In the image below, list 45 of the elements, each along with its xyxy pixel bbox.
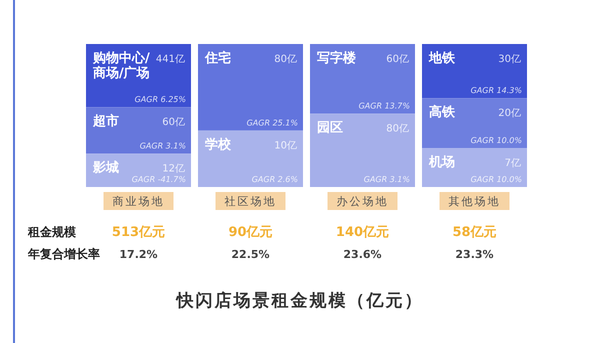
text: 办公场地 (336, 195, 388, 208)
text: 社区场地 (224, 195, 276, 208)
text: 商业场地 (112, 195, 164, 208)
text: GAGR 3.1% (140, 142, 186, 151)
category-label: 高铁 (429, 104, 456, 120)
category-label: 影城 (92, 160, 119, 176)
text: GAGR 25.1% (246, 118, 298, 128)
data-label: 80亿 (386, 124, 409, 135)
text: GAGR 14.3% (470, 86, 522, 96)
text: 22.5% (231, 248, 270, 261)
category-label: 住宅 (204, 50, 231, 66)
text: 513亿元 (112, 225, 166, 240)
text: GAGR 3.1% (364, 175, 410, 184)
category-label: 购物中心/商场/广场 (92, 50, 150, 81)
data-label: 60亿 (162, 117, 185, 128)
text: GAGR 10.0% (470, 136, 522, 146)
text: GAGR 13.7% (358, 102, 410, 111)
text: 快闪店场景租金规模（亿元） (176, 291, 424, 311)
data-label: 441亿 (156, 54, 185, 65)
category-label: 超市 (92, 113, 119, 130)
category-label: 写字楼 (317, 50, 357, 66)
text: GAGR 6.25% (134, 95, 186, 104)
data-label: 7亿 (504, 158, 521, 170)
text: 23.3% (455, 248, 494, 261)
data-label: 12亿 (162, 164, 185, 175)
category-label: 机场 (428, 155, 455, 170)
text: 140亿元 (336, 225, 390, 240)
text: 90亿元 (228, 225, 273, 240)
category-label: 学校 (205, 136, 232, 152)
text: 58亿元 (452, 225, 497, 240)
data-label: 10亿 (274, 140, 297, 152)
text: GAGR 2.6% (252, 175, 298, 184)
category-label: 地铁 (428, 51, 456, 66)
text: GAGR 10.0% (470, 175, 522, 184)
category-label: 园区 (317, 120, 343, 136)
data-label: 60亿 (386, 54, 409, 65)
text: 23.6% (343, 248, 382, 261)
data-label: 80亿 (274, 54, 297, 65)
text: 17.2% (119, 248, 158, 261)
data-label: 30亿 (498, 54, 521, 65)
text: GAGR -41.7% (132, 175, 186, 184)
data-label: 20亿 (498, 108, 521, 120)
category-label: 年复合增长率 (28, 247, 100, 261)
category-label: 租金规模 (28, 225, 76, 239)
text: 其他场地 (448, 195, 500, 208)
